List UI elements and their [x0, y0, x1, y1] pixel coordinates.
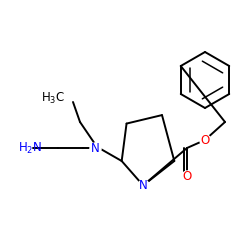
Text: O: O	[200, 134, 209, 146]
Text: O: O	[182, 170, 192, 182]
Text: N: N	[90, 142, 100, 154]
Text: H$_3$C: H$_3$C	[41, 90, 65, 106]
Text: N: N	[139, 179, 147, 192]
Text: H$_2$N: H$_2$N	[18, 140, 42, 156]
